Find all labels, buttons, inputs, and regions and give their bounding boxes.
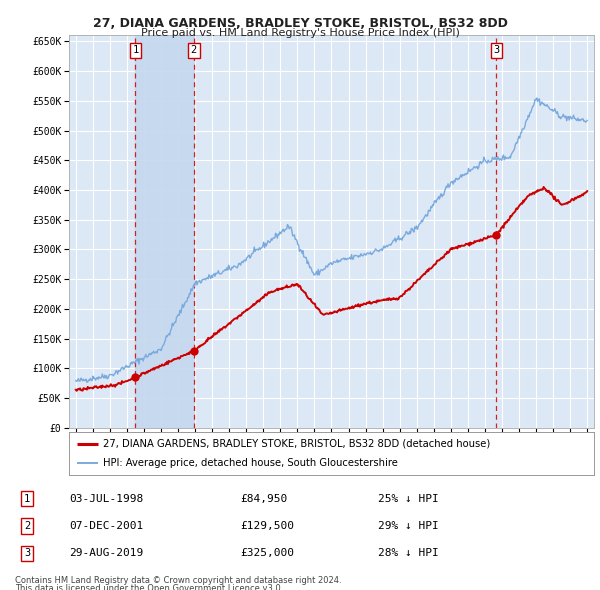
Text: 27, DIANA GARDENS, BRADLEY STOKE, BRISTOL, BS32 8DD (detached house): 27, DIANA GARDENS, BRADLEY STOKE, BRISTO… (103, 439, 490, 449)
Text: 2: 2 (24, 522, 30, 531)
Bar (136, 35, 194, 428)
Text: 3: 3 (493, 45, 499, 55)
Text: 29% ↓ HPI: 29% ↓ HPI (378, 522, 439, 531)
Text: 2: 2 (191, 45, 197, 55)
Text: This data is licensed under the Open Government Licence v3.0.: This data is licensed under the Open Gov… (15, 584, 283, 590)
Text: Contains HM Land Registry data © Crown copyright and database right 2024.: Contains HM Land Registry data © Crown c… (15, 576, 341, 585)
Text: £84,950: £84,950 (240, 494, 287, 503)
Text: £129,500: £129,500 (240, 522, 294, 531)
Text: 28% ↓ HPI: 28% ↓ HPI (378, 549, 439, 558)
Text: 1: 1 (133, 45, 139, 55)
Text: Price paid vs. HM Land Registry's House Price Index (HPI): Price paid vs. HM Land Registry's House … (140, 28, 460, 38)
Text: 25% ↓ HPI: 25% ↓ HPI (378, 494, 439, 503)
Text: 27, DIANA GARDENS, BRADLEY STOKE, BRISTOL, BS32 8DD: 27, DIANA GARDENS, BRADLEY STOKE, BRISTO… (92, 17, 508, 30)
Text: 3: 3 (24, 549, 30, 558)
Text: 1: 1 (24, 494, 30, 503)
Text: HPI: Average price, detached house, South Gloucestershire: HPI: Average price, detached house, Sout… (103, 458, 398, 468)
Text: 29-AUG-2019: 29-AUG-2019 (69, 549, 143, 558)
Text: 03-JUL-1998: 03-JUL-1998 (69, 494, 143, 503)
Text: £325,000: £325,000 (240, 549, 294, 558)
Text: 07-DEC-2001: 07-DEC-2001 (69, 522, 143, 531)
